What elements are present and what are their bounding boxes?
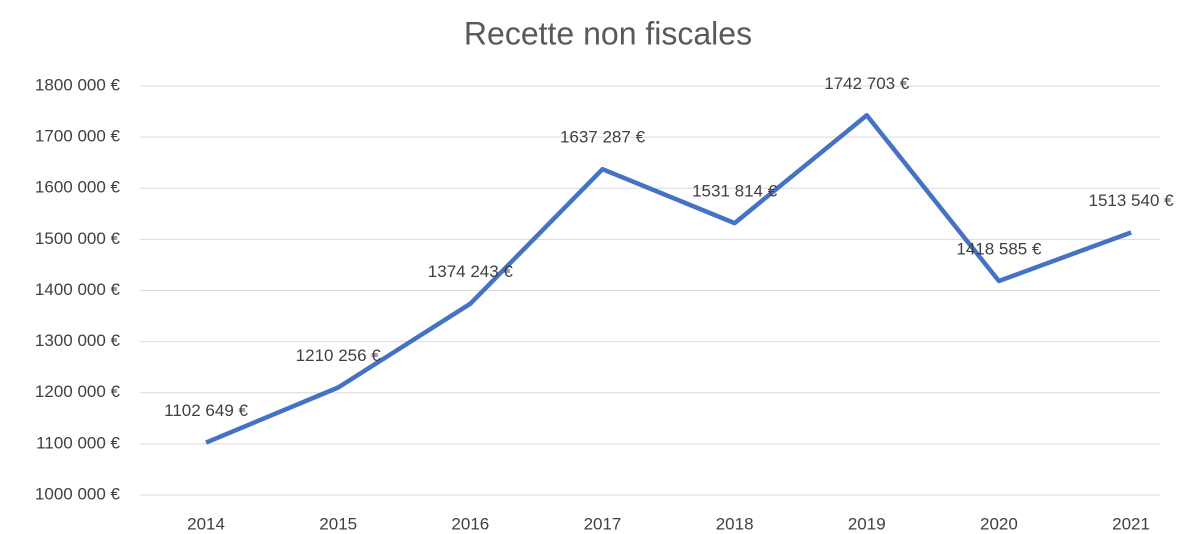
data-label: 1513 540 € <box>1089 191 1175 210</box>
x-tick-label: 2016 <box>451 514 489 533</box>
x-tick-label: 2015 <box>319 514 357 533</box>
data-label: 1531 814 € <box>692 182 778 201</box>
y-tick-label: 1700 000 € <box>35 127 121 146</box>
x-tick-label: 2020 <box>980 514 1018 533</box>
x-tick-label: 2014 <box>187 514 225 533</box>
y-tick-label: 1300 000 € <box>35 331 121 350</box>
y-tick-label: 1800 000 € <box>35 75 121 94</box>
data-label: 1102 649 € <box>164 401 248 420</box>
data-label: 1210 256 € <box>296 346 382 365</box>
chart-title: Recette non fiscales <box>464 15 752 51</box>
x-tick-label: 2021 <box>1112 514 1150 533</box>
y-tick-label: 1500 000 € <box>35 229 121 248</box>
y-tick-label: 1200 000 € <box>35 382 121 401</box>
data-label: 1374 243 € <box>428 262 514 281</box>
x-tick-label: 2019 <box>848 514 886 533</box>
data-line <box>205 113 1132 445</box>
data-label: 1742 703 € <box>824 74 910 93</box>
x-tick-label: 2017 <box>584 514 622 533</box>
y-tick-label: 1600 000 € <box>35 178 121 197</box>
y-tick-label: 1000 000 € <box>35 484 121 503</box>
y-tick-label: 1100 000 € <box>36 433 120 452</box>
x-tick-label: 2018 <box>716 514 754 533</box>
data-label: 1418 585 € <box>956 239 1042 258</box>
data-label: 1637 287 € <box>560 128 646 147</box>
y-tick-label: 1400 000 € <box>35 280 121 299</box>
